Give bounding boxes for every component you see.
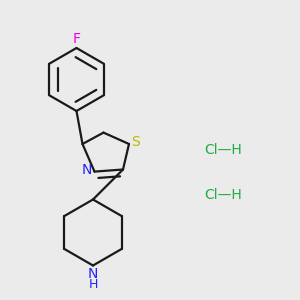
Text: N: N: [82, 163, 92, 177]
Text: F: F: [73, 32, 80, 46]
Text: H: H: [88, 278, 98, 290]
Text: Cl—H: Cl—H: [204, 143, 242, 157]
Text: N: N: [88, 267, 98, 281]
Text: Cl—H: Cl—H: [204, 188, 242, 202]
Text: S: S: [131, 136, 140, 149]
